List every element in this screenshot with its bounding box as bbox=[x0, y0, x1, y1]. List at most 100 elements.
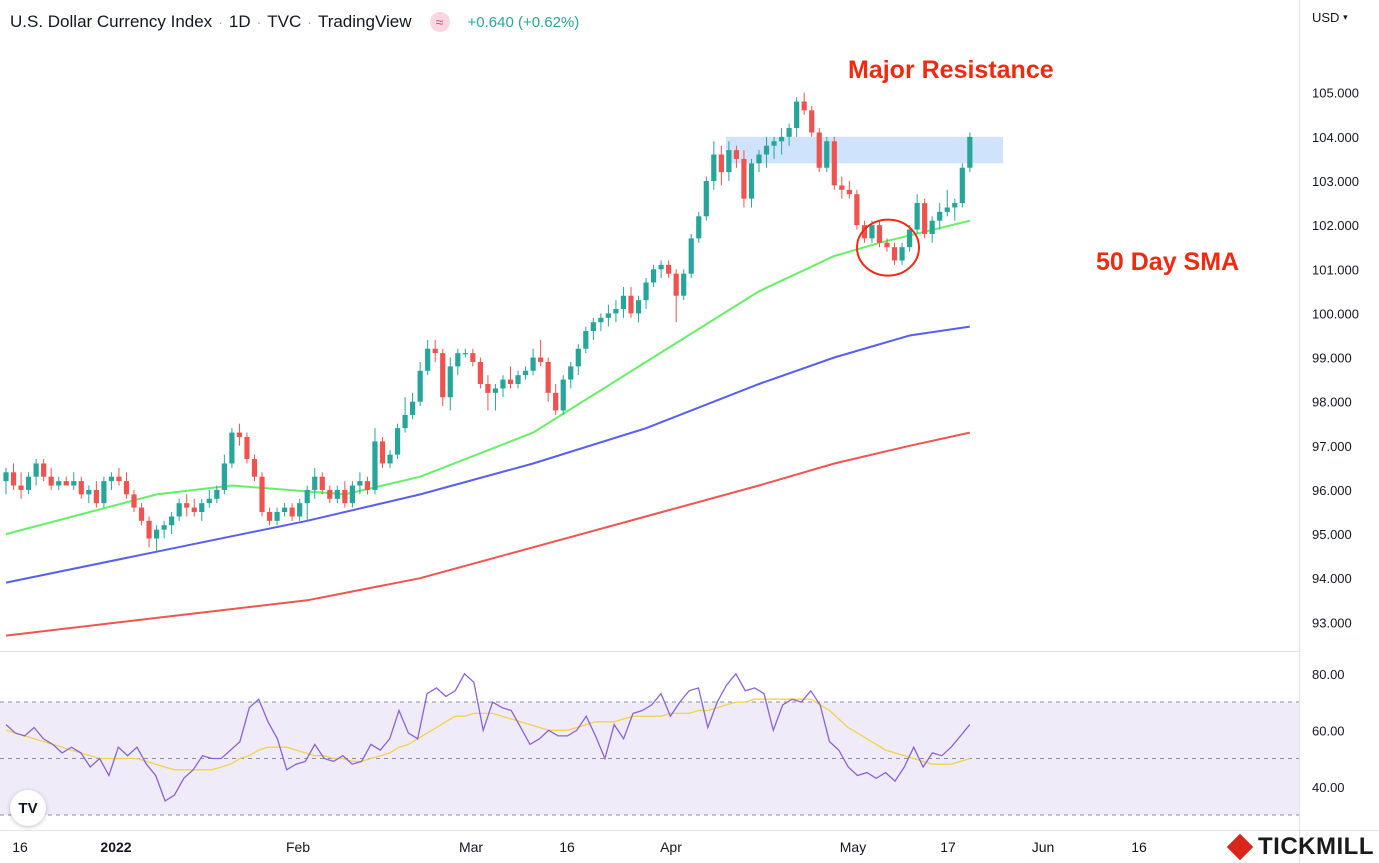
candle-down bbox=[184, 494, 190, 517]
candle-up bbox=[402, 397, 408, 433]
candle-up bbox=[613, 300, 619, 323]
candle-body bbox=[703, 180, 709, 217]
candle-body bbox=[914, 203, 920, 230]
time-tick-label: May bbox=[840, 839, 866, 855]
candle-up bbox=[492, 384, 499, 411]
candle-up bbox=[349, 481, 355, 508]
candle-body bbox=[274, 512, 280, 521]
candle-up bbox=[282, 503, 288, 517]
price-tick-label: 99.000 bbox=[1312, 351, 1352, 366]
candle-down bbox=[485, 375, 491, 411]
candle-down bbox=[48, 467, 54, 490]
candle-up bbox=[33, 459, 39, 486]
candle-up bbox=[763, 136, 770, 168]
interval-label[interactable]: 1D bbox=[228, 12, 251, 31]
candle-up bbox=[410, 392, 416, 420]
candle-body bbox=[3, 472, 9, 482]
candle-body bbox=[462, 353, 468, 355]
candle-down bbox=[831, 136, 837, 190]
candle-body bbox=[214, 489, 220, 499]
candle-up bbox=[108, 472, 115, 490]
candle-up bbox=[500, 375, 506, 398]
candle-down bbox=[861, 220, 868, 243]
candle-up bbox=[522, 366, 529, 380]
candle-down bbox=[854, 189, 860, 230]
candle-body bbox=[266, 512, 273, 521]
candle-up bbox=[462, 348, 468, 358]
candle-up bbox=[786, 123, 792, 146]
time-tick-label: Feb bbox=[286, 839, 310, 855]
candle-down bbox=[78, 476, 84, 499]
candle-up bbox=[568, 361, 574, 389]
candle-down bbox=[244, 432, 250, 464]
candle-body bbox=[86, 489, 92, 495]
time-tick-label: 17 bbox=[940, 839, 956, 855]
candle-down bbox=[63, 476, 69, 486]
tradingview-logo[interactable]: TV bbox=[10, 790, 46, 826]
tickmill-logo: TICKMILL bbox=[1226, 830, 1374, 863]
candle-up bbox=[394, 423, 401, 460]
candle-down bbox=[839, 176, 845, 199]
candle-up bbox=[711, 141, 717, 190]
price-tick-label: 94.000 bbox=[1312, 571, 1352, 586]
candle-body bbox=[297, 503, 303, 517]
source-label: TradingView bbox=[317, 12, 412, 31]
candle-body bbox=[673, 273, 679, 296]
candle-up bbox=[681, 269, 687, 301]
candle-body bbox=[650, 269, 657, 283]
candle-down bbox=[884, 238, 890, 252]
candle-body bbox=[891, 247, 898, 261]
candle-up bbox=[357, 472, 363, 495]
candle-body bbox=[598, 317, 604, 323]
candle-up bbox=[206, 489, 212, 508]
time-tick-label: 16 bbox=[1131, 839, 1147, 855]
candle-body bbox=[410, 401, 416, 415]
candle-body bbox=[635, 300, 642, 314]
candle-up bbox=[643, 278, 649, 309]
exchange-label: TVC bbox=[267, 12, 302, 31]
candle-body bbox=[123, 481, 130, 495]
candle-body bbox=[492, 388, 499, 393]
candle-down bbox=[741, 150, 747, 208]
price-tick-label: 93.000 bbox=[1312, 615, 1352, 630]
currency-selector[interactable]: USD ▾ bbox=[1312, 10, 1348, 25]
candle-down bbox=[816, 128, 822, 173]
candle-up bbox=[25, 472, 32, 495]
candle-body bbox=[372, 441, 378, 490]
candle-body bbox=[364, 481, 371, 490]
candle-body bbox=[869, 225, 875, 239]
candle-body bbox=[809, 110, 815, 133]
pane-divider[interactable] bbox=[0, 651, 1299, 652]
candle-up bbox=[221, 454, 227, 495]
rsi-line bbox=[5, 672, 971, 802]
candle-body bbox=[696, 216, 702, 239]
candle-body bbox=[169, 516, 175, 526]
candle-body bbox=[206, 498, 212, 504]
candle-body bbox=[440, 353, 446, 398]
price-tick-label: 103.000 bbox=[1312, 174, 1359, 189]
candle-body bbox=[545, 361, 551, 393]
candle-body bbox=[229, 432, 235, 464]
candle-up bbox=[590, 317, 596, 340]
candle-down bbox=[131, 489, 137, 513]
candle-up bbox=[447, 357, 453, 411]
time-tick-label: Apr bbox=[660, 839, 682, 855]
candle-up bbox=[304, 485, 310, 521]
candle-up bbox=[86, 485, 92, 504]
candle-body bbox=[402, 414, 408, 429]
candle-down bbox=[266, 507, 273, 526]
time-tick-label: 16 bbox=[12, 839, 28, 855]
candle-body bbox=[907, 229, 913, 248]
candle-body bbox=[801, 101, 807, 111]
price-tick-label: 102.000 bbox=[1312, 218, 1359, 233]
approx-icon[interactable]: ≈ bbox=[429, 12, 450, 32]
candle-body bbox=[560, 379, 566, 411]
candle-down bbox=[846, 180, 852, 199]
price-tick-label: 101.000 bbox=[1312, 262, 1359, 277]
candle-body bbox=[658, 264, 664, 270]
symbol-title[interactable]: U.S. Dollar Currency Index bbox=[10, 12, 213, 31]
candle-down bbox=[123, 472, 130, 499]
candle-down bbox=[801, 92, 807, 115]
candle-body bbox=[101, 481, 107, 504]
